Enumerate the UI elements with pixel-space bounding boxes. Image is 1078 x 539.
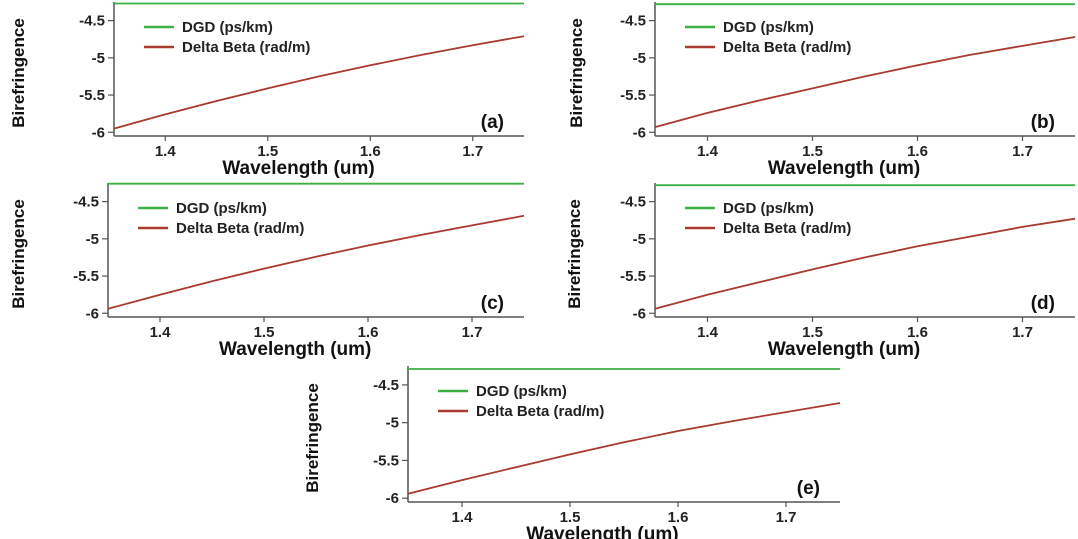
x-tick-label: 1.7 xyxy=(1012,324,1033,341)
y-axis-title: Birefringence xyxy=(567,18,586,128)
panel-tag: (d) xyxy=(1031,293,1055,314)
x-tick-label: 1.6 xyxy=(907,143,928,160)
y-tick-label: -4.5 xyxy=(79,13,105,30)
legend-label-delta-beta: Delta Beta (rad/m) xyxy=(182,39,310,56)
y-tick-label: -5.5 xyxy=(373,452,399,469)
legend-label-dgd: DGD (ps/km) xyxy=(176,200,267,217)
y-axis-title: Birefringence xyxy=(9,18,28,128)
series-line-delta-beta xyxy=(654,36,1076,128)
x-axis-title: Wavelength (um) xyxy=(219,339,371,360)
x-tick-label: 1.7 xyxy=(1012,143,1033,160)
x-tick-label: 1.5 xyxy=(257,143,278,160)
x-tick-label: 1.4 xyxy=(697,324,719,341)
y-axis-title: Birefringence xyxy=(9,199,28,309)
legend-label-dgd: DGD (ps/km) xyxy=(723,200,814,217)
x-tick-label: 1.6 xyxy=(360,143,381,160)
panel-tag: (e) xyxy=(797,478,820,499)
y-tick-label: -4.5 xyxy=(373,377,399,394)
y-tick-label: -6 xyxy=(633,124,646,141)
x-tick-label: 1.6 xyxy=(668,509,689,526)
chart-panel-a: -4.5 -5 -5.5 -6 1.4 1.5 1.6 1.7 Wavelength (um) B… xyxy=(9,2,525,179)
x-tick-label: 1.6 xyxy=(358,324,379,341)
chart-panel-e: -4.5 -5 -5.5 -6 1.4 1.5 1.6 1.7 Wavelength (um) B… xyxy=(303,366,841,539)
x-tick-label: 1.4 xyxy=(452,509,474,526)
y-axis-title: Birefringence xyxy=(303,383,322,493)
x-tick-label: 1.7 xyxy=(462,324,483,341)
y-tick-label: -4.5 xyxy=(620,194,646,211)
legend-label-delta-beta: Delta Beta (rad/m) xyxy=(723,39,851,56)
legend-label-delta-beta: Delta Beta (rad/m) xyxy=(723,220,851,237)
x-tick-label: 1.4 xyxy=(155,143,177,160)
x-axis-title: Wavelength (um) xyxy=(526,524,678,539)
x-tick-label: 1.5 xyxy=(254,324,275,341)
y-axis-title: Birefringence xyxy=(565,199,584,309)
chart-panel-c: -4.5 -5 -5.5 -6 1.4 1.5 1.6 1.7 Wavelength (um) B… xyxy=(9,182,525,360)
x-axis-title: Wavelength (um) xyxy=(222,158,374,179)
y-tick-label: -6 xyxy=(386,490,399,507)
y-tick-label: -6 xyxy=(633,305,646,322)
x-tick-label: 1.6 xyxy=(907,324,928,341)
x-tick-label: 1.4 xyxy=(697,143,719,160)
y-tick-label: -4.5 xyxy=(73,194,99,211)
y-tick-label: -6 xyxy=(92,124,105,141)
series-line-delta-beta xyxy=(407,402,841,495)
x-tick-label: 1.5 xyxy=(802,143,823,160)
legend-label-dgd: DGD (ps/km) xyxy=(182,19,273,36)
x-tick-label: 1.5 xyxy=(560,509,581,526)
y-tick-label: -4.5 xyxy=(620,13,646,30)
x-tick-label: 1.7 xyxy=(462,143,483,160)
panel-tag: (b) xyxy=(1031,112,1055,133)
y-tick-label: -5.5 xyxy=(620,87,646,104)
series-line-delta-beta xyxy=(113,35,525,130)
panel-tag: (a) xyxy=(481,112,504,133)
legend-label-delta-beta: Delta Beta (rad/m) xyxy=(476,403,604,420)
legend-label-dgd: DGD (ps/km) xyxy=(723,19,814,36)
legend-label-dgd: DGD (ps/km) xyxy=(476,383,567,400)
x-tick-label: 1.7 xyxy=(776,509,797,526)
y-tick-label: -5 xyxy=(92,50,105,67)
panel-tag: (c) xyxy=(481,293,504,314)
y-tick-label: -5 xyxy=(633,231,646,248)
y-tick-label: -5.5 xyxy=(79,87,105,104)
chart-panel-b: -4.5 -5 -5.5 -6 1.4 1.5 1.6 1.7 Wavelength (um) B… xyxy=(567,2,1076,179)
series-line-delta-beta xyxy=(654,217,1076,310)
x-tick-label: 1.5 xyxy=(802,324,823,341)
x-tick-label: 1.4 xyxy=(150,324,172,341)
y-tick-label: -5.5 xyxy=(620,268,646,285)
y-tick-label: -5 xyxy=(633,50,646,67)
chart-panel-d: -4.5 -5 -5.5 -6 1.4 1.5 1.6 1.7 Wavelength (um) B… xyxy=(565,183,1076,360)
y-tick-label: -5.5 xyxy=(73,268,99,285)
y-tick-label: -5 xyxy=(86,231,99,248)
y-tick-label: -6 xyxy=(86,305,99,322)
series-line-delta-beta xyxy=(107,214,525,310)
x-axis-title: Wavelength (um) xyxy=(768,339,920,360)
x-axis-title: Wavelength (um) xyxy=(768,158,920,179)
y-tick-label: -5 xyxy=(386,415,399,432)
legend-label-delta-beta: Delta Beta (rad/m) xyxy=(176,220,304,237)
